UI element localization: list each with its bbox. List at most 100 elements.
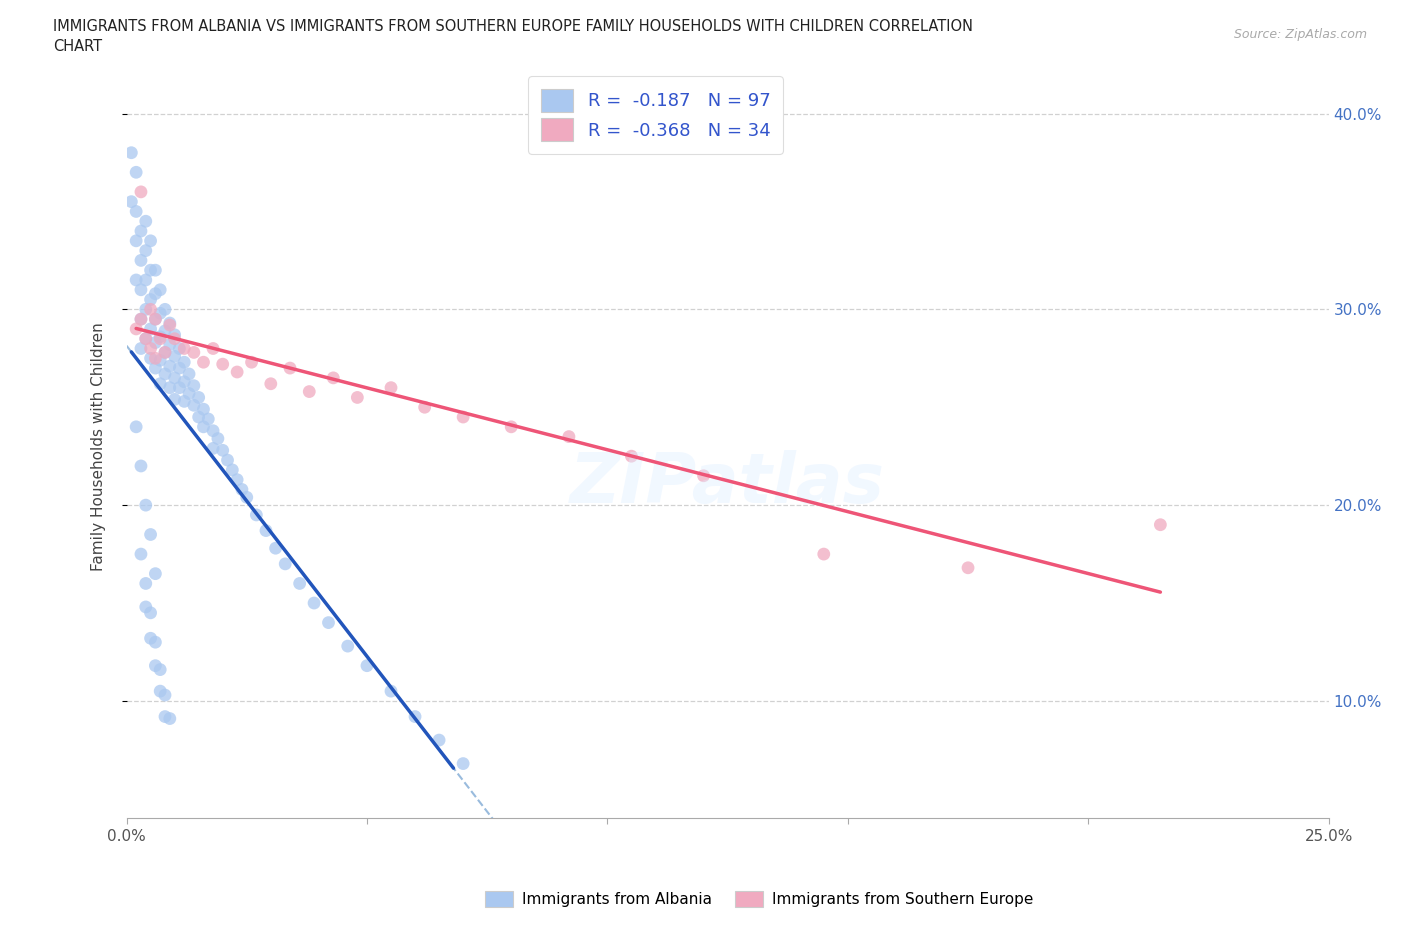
Point	[163, 327, 186, 342]
Point	[221, 462, 243, 477]
Point	[193, 354, 215, 369]
Point	[135, 331, 157, 346]
Point	[145, 566, 167, 581]
Point	[153, 302, 176, 317]
Point	[1149, 517, 1171, 532]
Point	[145, 312, 167, 326]
Point	[149, 662, 172, 677]
Point	[145, 335, 167, 350]
Point	[135, 498, 157, 512]
Point	[120, 145, 142, 160]
Point	[356, 658, 378, 673]
Point	[139, 233, 162, 248]
Point	[139, 302, 162, 317]
Point	[153, 710, 176, 724]
Point	[153, 324, 176, 339]
Point	[173, 341, 195, 356]
Point	[163, 370, 186, 385]
Point	[145, 351, 167, 365]
Point	[346, 390, 368, 405]
Point	[149, 331, 172, 346]
Point	[226, 472, 249, 487]
Text: Source: ZipAtlas.com: Source: ZipAtlas.com	[1233, 28, 1367, 41]
Point	[129, 547, 152, 562]
Point	[135, 331, 157, 346]
Point	[145, 312, 167, 326]
Point	[139, 351, 162, 365]
Point	[260, 377, 283, 392]
Point	[193, 419, 215, 434]
Point	[692, 469, 714, 484]
Point	[956, 561, 979, 576]
Point	[187, 409, 209, 424]
Point	[380, 684, 402, 698]
Point	[145, 263, 167, 278]
Point	[207, 432, 229, 446]
Text: IMMIGRANTS FROM ALBANIA VS IMMIGRANTS FROM SOUTHERN EUROPE FAMILY HOUSEHOLDS WIT: IMMIGRANTS FROM ALBANIA VS IMMIGRANTS FR…	[53, 19, 973, 33]
Point	[145, 286, 167, 301]
Point	[501, 419, 523, 434]
Point	[125, 165, 148, 179]
Point	[318, 615, 340, 630]
Point	[129, 312, 152, 326]
Point	[173, 394, 195, 409]
Point	[135, 214, 157, 229]
Point	[177, 386, 200, 401]
Point	[149, 684, 172, 698]
Point	[211, 443, 233, 458]
Point	[197, 412, 219, 427]
Point	[135, 302, 157, 317]
Point	[139, 292, 162, 307]
Point	[404, 710, 426, 724]
Point	[159, 359, 181, 374]
Point	[153, 366, 176, 381]
Point	[240, 354, 263, 369]
Legend: R =  -0.187   N = 97, R =  -0.368   N = 34: R = -0.187 N = 97, R = -0.368 N = 34	[529, 76, 783, 154]
Point	[264, 540, 287, 555]
Point	[135, 272, 157, 287]
Point	[145, 635, 167, 650]
Text: ZIPatlas: ZIPatlas	[569, 450, 886, 517]
Point	[558, 429, 581, 444]
Point	[169, 341, 191, 356]
Point	[288, 576, 311, 591]
Point	[336, 639, 359, 654]
Point	[183, 345, 205, 360]
Point	[139, 341, 162, 356]
Point	[187, 390, 209, 405]
Point	[177, 366, 200, 381]
Point	[211, 357, 233, 372]
Point	[159, 317, 181, 332]
Point	[145, 361, 167, 376]
Point	[173, 354, 195, 369]
Point	[125, 233, 148, 248]
Point	[813, 547, 835, 562]
Point	[149, 329, 172, 344]
Point	[163, 349, 186, 364]
Point	[322, 370, 344, 385]
Point	[135, 576, 157, 591]
Legend: Immigrants from Albania, Immigrants from Southern Europe: Immigrants from Albania, Immigrants from…	[479, 884, 1039, 913]
Point	[159, 338, 181, 352]
Point	[193, 402, 215, 417]
Point	[302, 595, 325, 610]
Point	[427, 733, 450, 748]
Point	[183, 379, 205, 393]
Point	[129, 253, 152, 268]
Point	[173, 375, 195, 390]
Point	[149, 377, 172, 392]
Point	[125, 419, 148, 434]
Point	[451, 409, 474, 424]
Point	[129, 184, 152, 199]
Point	[169, 361, 191, 376]
Point	[183, 398, 205, 413]
Point	[135, 243, 157, 258]
Point	[202, 441, 225, 456]
Point	[278, 361, 301, 376]
Point	[413, 400, 436, 415]
Point	[139, 527, 162, 542]
Point	[153, 345, 176, 360]
Point	[139, 605, 162, 620]
Point	[159, 711, 181, 726]
Point	[129, 341, 152, 356]
